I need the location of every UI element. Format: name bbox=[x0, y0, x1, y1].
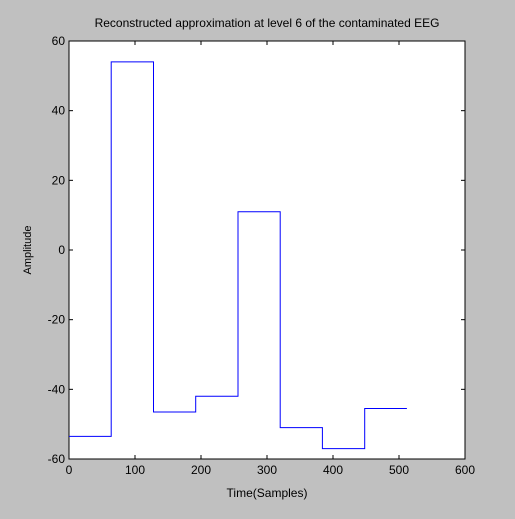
x-tick-label: 200 bbox=[191, 463, 211, 477]
y-tick-label: -40 bbox=[48, 382, 66, 396]
x-axis-label: Time(Samples) bbox=[227, 486, 308, 500]
x-tick-label: 0 bbox=[66, 463, 73, 477]
series-line bbox=[69, 61, 407, 450]
x-tick-label: 400 bbox=[323, 463, 343, 477]
y-tick-label: 40 bbox=[52, 104, 66, 118]
x-tick-label: 300 bbox=[257, 463, 277, 477]
y-tick-label: 20 bbox=[52, 173, 66, 187]
y-axis-label: Amplitude bbox=[22, 226, 34, 275]
x-tick-label: 600 bbox=[455, 463, 475, 477]
chart-title: Reconstructed approximation at level 6 o… bbox=[95, 16, 440, 30]
axes-background bbox=[68, 40, 466, 460]
y-tick-label: -20 bbox=[48, 313, 66, 327]
y-tick-label: 0 bbox=[58, 243, 65, 257]
data-series bbox=[69, 61, 407, 450]
axis-ticks: 0 100 200 300 400 500 600 -60 -40 -20 0 20 40 60 bbox=[48, 34, 476, 477]
x-tick-label: 500 bbox=[389, 463, 409, 477]
x-tick-label: 100 bbox=[125, 463, 145, 477]
y-tick-label: -60 bbox=[48, 452, 66, 466]
y-tick-label: 60 bbox=[52, 34, 66, 48]
